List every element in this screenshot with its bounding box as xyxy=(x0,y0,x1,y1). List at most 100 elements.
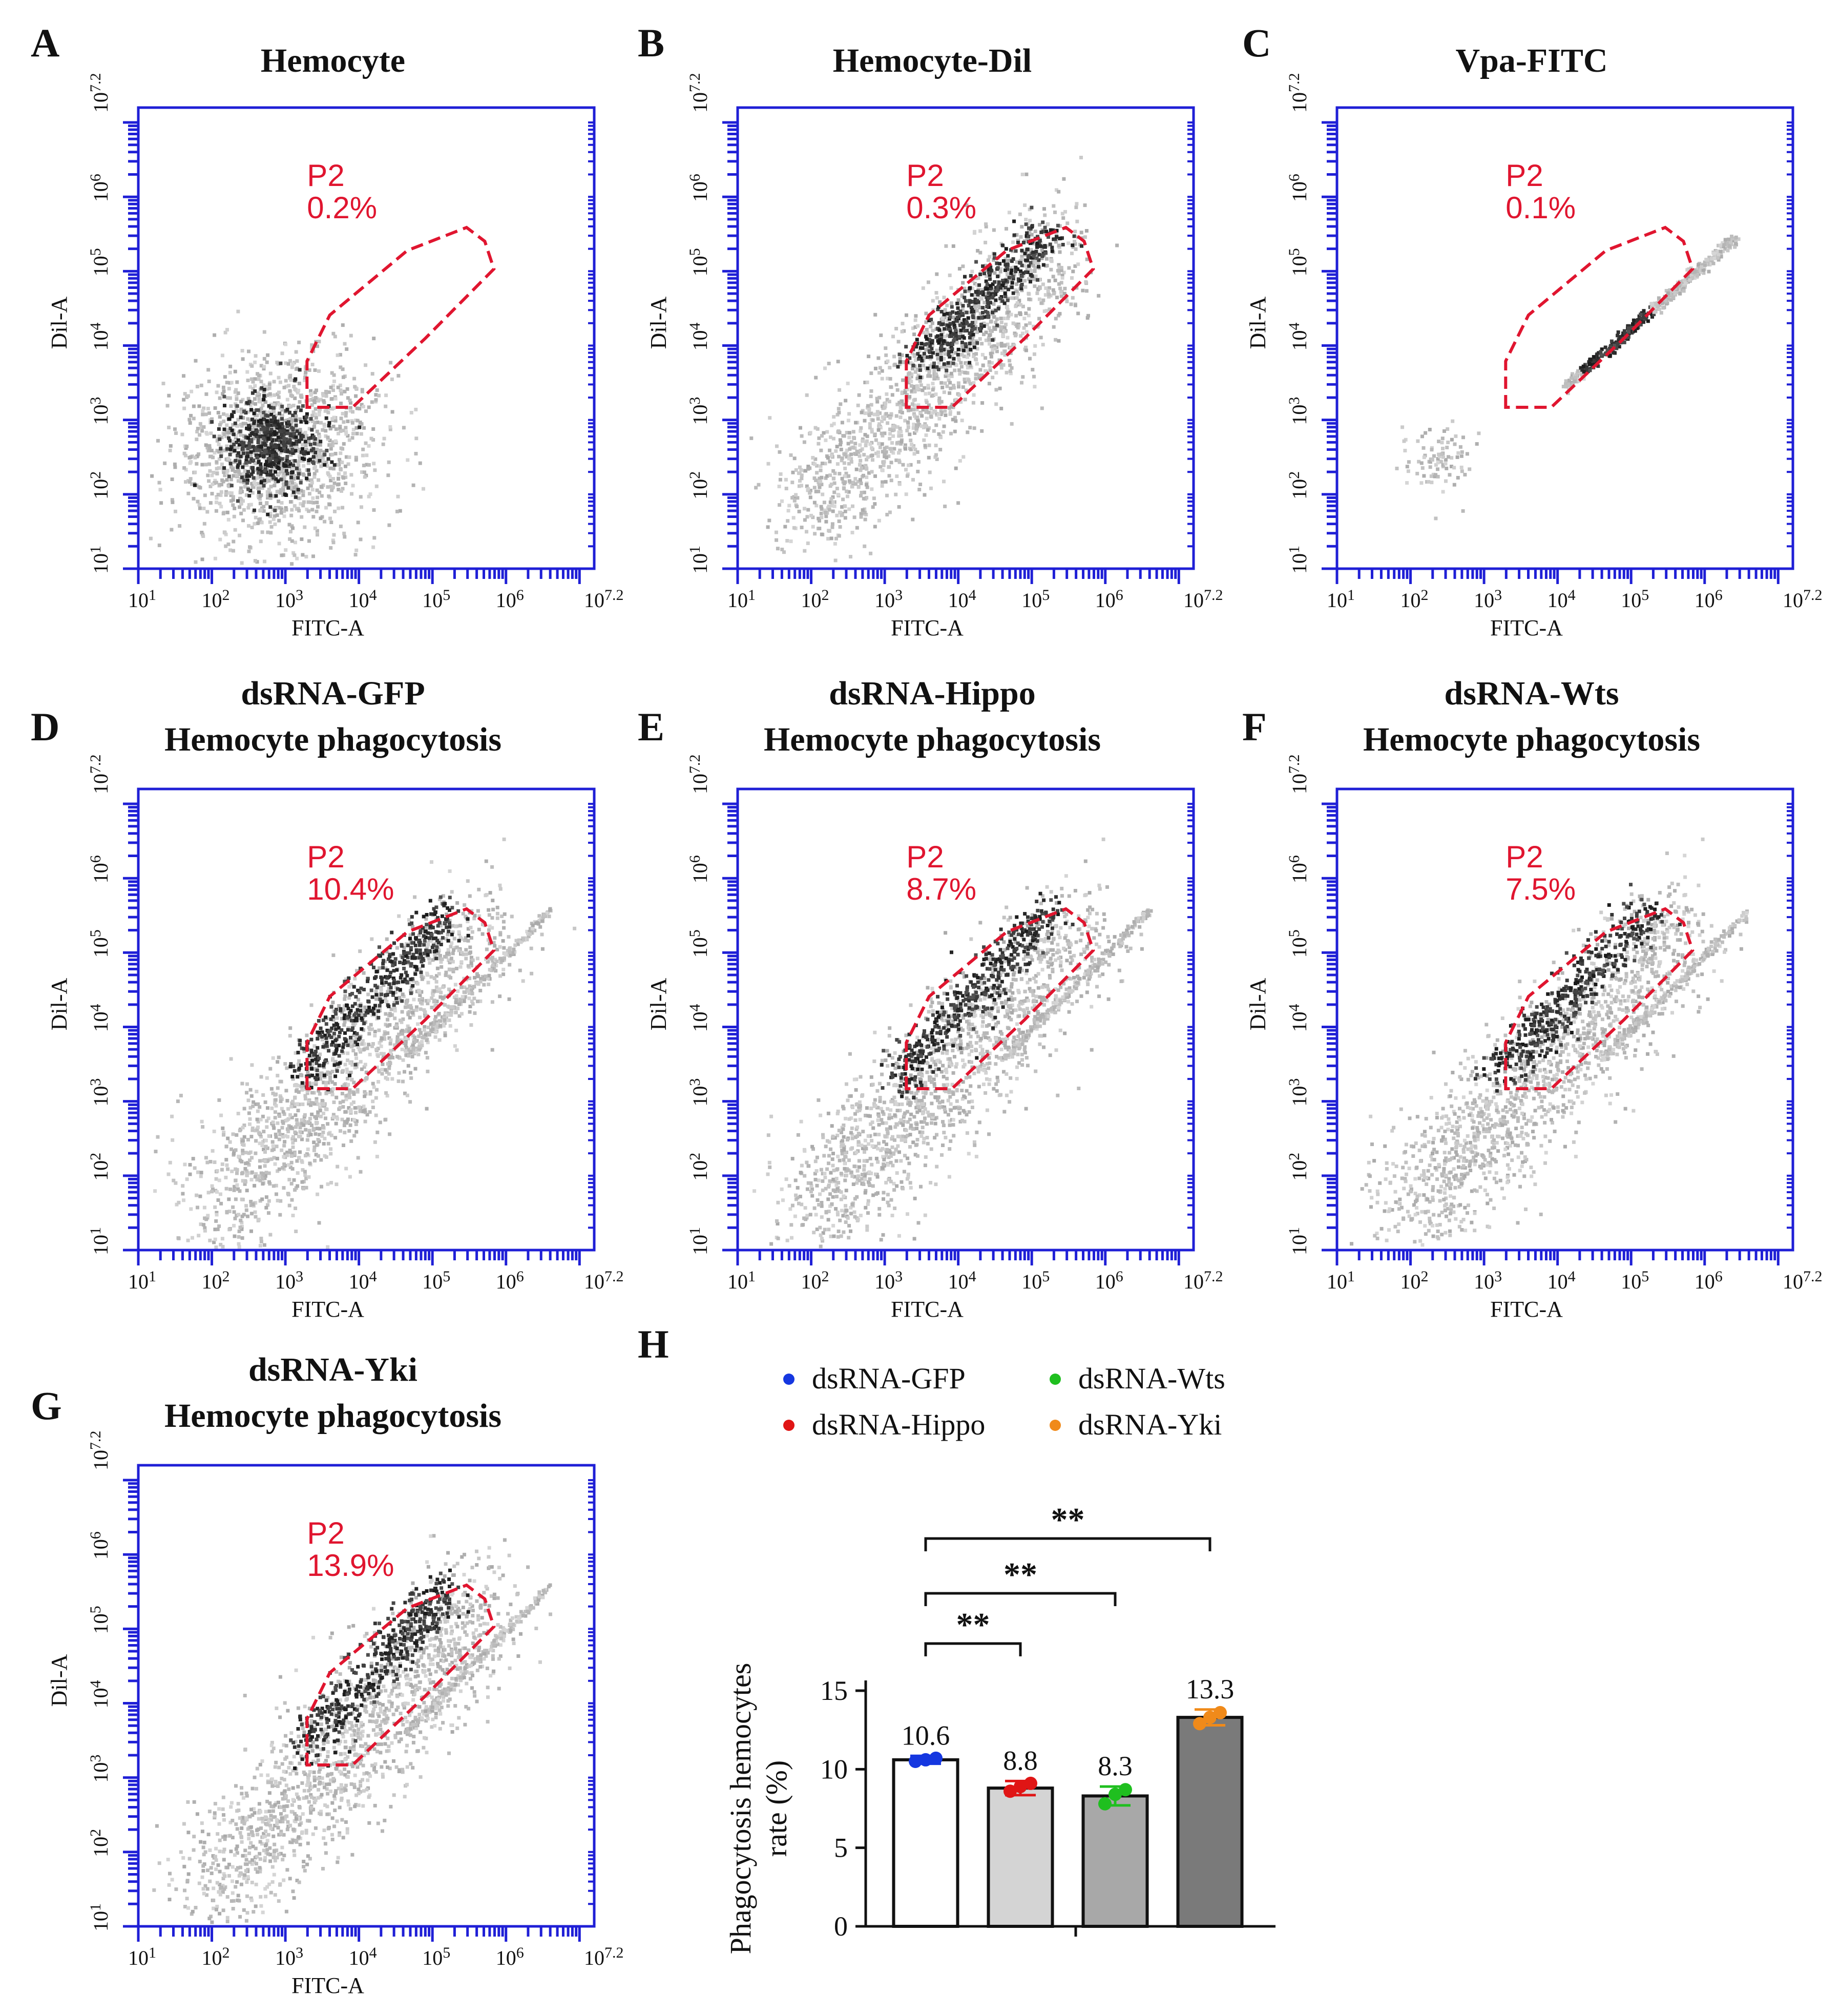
x-tick-label: 105 xyxy=(422,1268,450,1293)
y-tick-label: 105 xyxy=(686,929,712,958)
gate-percentage: 0.2% xyxy=(307,191,377,225)
density-cloud xyxy=(752,837,1153,1249)
flow-panel-c: C Vpa-FITCP20.1%1011011021021031031041041… xyxy=(1242,20,1823,640)
density-cloud xyxy=(1395,235,1741,521)
data-point xyxy=(1214,1706,1227,1719)
y-tick-label: 101 xyxy=(87,1903,112,1931)
y-tick-label: 104 xyxy=(87,1680,112,1709)
bar-value-label: 10.6 xyxy=(902,1720,950,1751)
y-tick-label: 107.2 xyxy=(87,73,112,113)
y-tick-label: 103 xyxy=(1286,1078,1311,1107)
y-tick-label: 104 xyxy=(1286,1004,1311,1032)
x-tick-label: 102 xyxy=(801,587,829,612)
x-tick-label: 101 xyxy=(128,587,156,612)
y-tick-label: 106 xyxy=(87,174,112,202)
y-tick-label: 103 xyxy=(1286,397,1311,425)
y-axis-label: Dil-A xyxy=(47,1654,72,1707)
y-tick-label: 101 xyxy=(87,1227,112,1255)
y-axis-label-line2: rate (%) xyxy=(760,1760,793,1857)
y-axis-label: Dil-A xyxy=(646,296,671,349)
y-tick-label: 102 xyxy=(686,471,712,500)
data-point xyxy=(919,1753,932,1766)
x-tick-label: 102 xyxy=(202,1944,230,1969)
panel-title: dsRNA-Hippo xyxy=(829,675,1035,712)
y-tick-label: 106 xyxy=(1286,174,1311,202)
y-tick-label: 106 xyxy=(1286,855,1311,883)
y-tick-label: 101 xyxy=(1286,1227,1311,1255)
x-tick-label: 103 xyxy=(874,1268,903,1293)
y-tick-label: 106 xyxy=(87,855,112,883)
panel-title: dsRNA-Wts xyxy=(1444,675,1619,712)
x-tick-label: 103 xyxy=(1474,1268,1502,1293)
y-tick-label: 105 xyxy=(1286,248,1311,276)
legend-marker xyxy=(783,1420,794,1431)
y-tick-label: 5 xyxy=(834,1833,848,1863)
y-tick-label: 107.2 xyxy=(87,755,112,795)
significance-bracket: ** xyxy=(924,1606,1022,1656)
y-tick-label: 101 xyxy=(87,546,112,574)
legend-entry: dsRNA-Hippo xyxy=(812,1408,985,1441)
data-point xyxy=(1109,1788,1122,1801)
panel-title: Hemocyte phagocytosis xyxy=(164,721,501,758)
x-tick-label: 106 xyxy=(496,1944,524,1969)
x-tick-label: 105 xyxy=(1621,587,1649,612)
x-tick-label: 101 xyxy=(727,587,756,612)
flow-panel-a: A HemocyteP20.2%1011011021021031031041041… xyxy=(31,20,624,640)
x-tick-label: 104 xyxy=(349,587,377,612)
gate-p2 xyxy=(305,225,496,409)
legend-entry: dsRNA-Yki xyxy=(1078,1408,1222,1441)
x-tick-label: 107.2 xyxy=(1183,587,1223,612)
gate-label: P2 xyxy=(307,840,344,874)
x-tick-label: 107.2 xyxy=(1783,587,1823,612)
panel-letter: D xyxy=(31,704,59,749)
y-axis-label: Dil-A xyxy=(646,978,671,1030)
y-tick-label: 105 xyxy=(87,1606,112,1634)
x-tick-label: 104 xyxy=(349,1268,377,1293)
x-axis-label: FITC-A xyxy=(891,1297,964,1322)
x-tick-label: 104 xyxy=(948,587,976,612)
x-tick-label: 103 xyxy=(1474,587,1502,612)
x-axis-label: FITC-A xyxy=(291,615,364,640)
x-tick-label: 105 xyxy=(1021,587,1050,612)
x-tick-label: 107.2 xyxy=(1183,1268,1223,1293)
y-tick-label: 104 xyxy=(686,1004,712,1032)
significance-label: ** xyxy=(1003,1556,1037,1593)
y-tick-label: 102 xyxy=(1286,1153,1311,1181)
bar-value-label: 8.8 xyxy=(1003,1745,1038,1776)
x-tick-label: 101 xyxy=(128,1944,156,1969)
plot-frame xyxy=(1335,106,1794,570)
x-tick-label: 104 xyxy=(349,1944,377,1969)
data-point xyxy=(1119,1783,1132,1797)
y-tick-label: 15 xyxy=(820,1675,848,1706)
panel-title: Hemocyte-Dil xyxy=(833,42,1032,79)
gate-percentage: 13.9% xyxy=(307,1548,394,1583)
panel-title: dsRNA-GFP xyxy=(241,675,425,712)
y-tick-label: 101 xyxy=(686,1227,712,1255)
gate-label: P2 xyxy=(1506,158,1543,193)
x-tick-label: 105 xyxy=(422,587,450,612)
axis-ticks: 101 101 102 102 103 103 104 104 105 105 106 106 107.… xyxy=(686,73,1223,612)
significance-label: ** xyxy=(1051,1501,1085,1539)
y-tick-label: 106 xyxy=(87,1531,112,1560)
gate-label: P2 xyxy=(906,840,944,874)
bar-dsrna-hippo xyxy=(987,1786,1054,1928)
gate-percentage: 7.5% xyxy=(1506,872,1576,906)
x-tick-label: 106 xyxy=(1695,1268,1723,1293)
panel-letter: H xyxy=(638,1322,669,1366)
data-point xyxy=(1098,1797,1112,1811)
plot-frame xyxy=(736,106,1195,570)
gate-p2 xyxy=(905,907,1095,1090)
y-tick-label: 105 xyxy=(87,248,112,276)
x-tick-label: 107.2 xyxy=(1783,1268,1823,1293)
plot-frame xyxy=(137,787,596,1252)
bar-dsrna-gfp xyxy=(892,1758,959,1928)
panel-letter: C xyxy=(1242,20,1271,65)
data-point xyxy=(909,1755,922,1768)
x-tick-label: 102 xyxy=(801,1268,829,1293)
panel-title: Hemocyte phagocytosis xyxy=(764,721,1101,758)
x-axis-label: FITC-A xyxy=(1490,615,1563,640)
significance-bracket: ** xyxy=(924,1501,1211,1551)
y-tick-label: 107.2 xyxy=(87,1431,112,1471)
gate-p2 xyxy=(305,907,496,1090)
